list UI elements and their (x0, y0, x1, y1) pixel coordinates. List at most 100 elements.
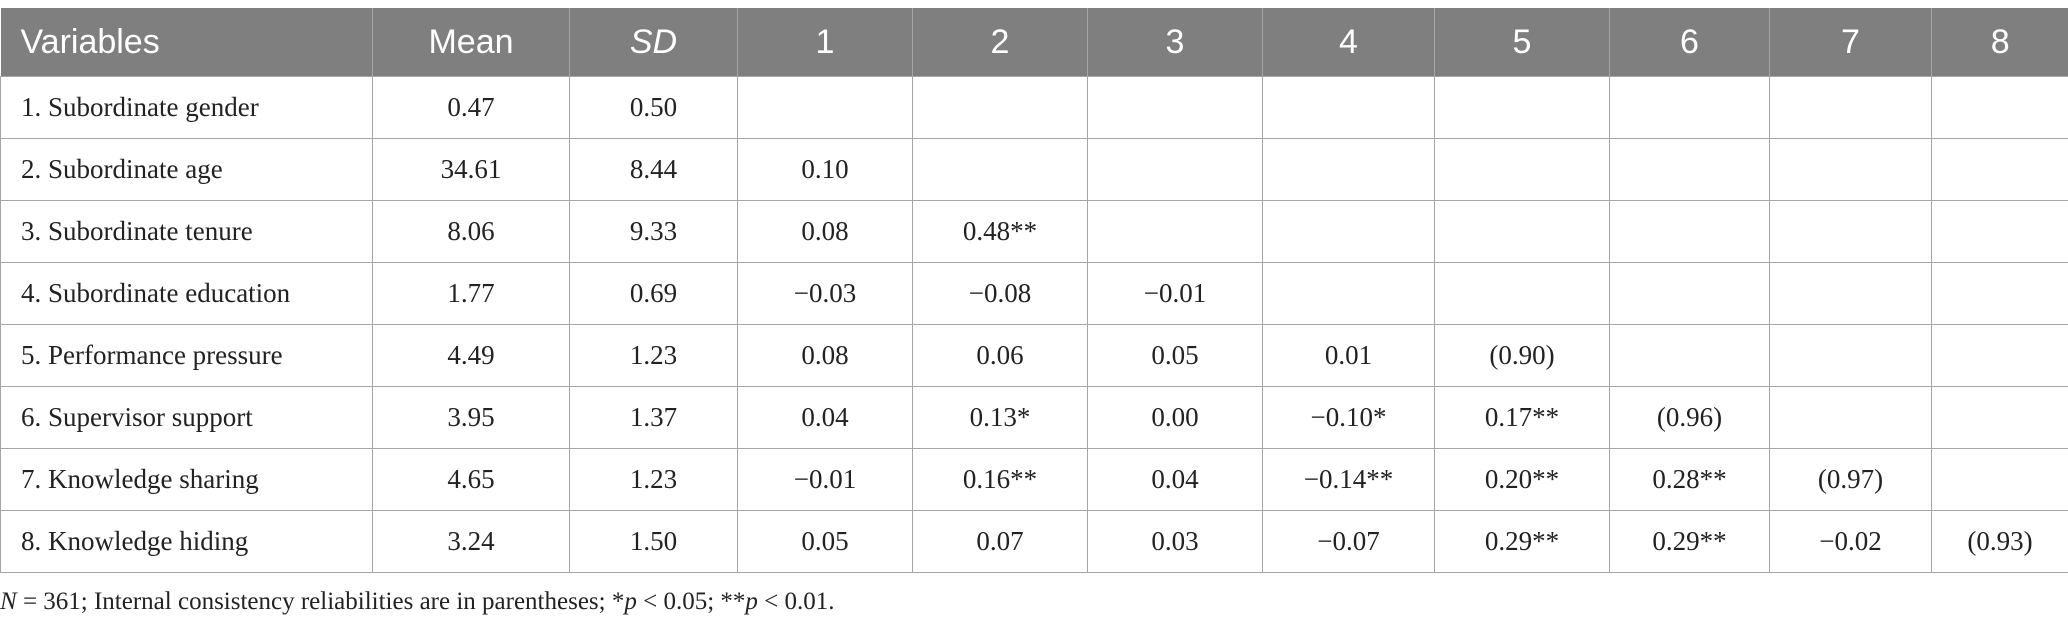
table-cell: 9.33 (569, 200, 738, 263)
correlation-table: Variables Mean SD 1 2 3 4 5 6 7 8 1. Sub… (0, 8, 2068, 573)
header-col-5: 5 (1434, 8, 1610, 77)
variable-label-cell: 6. Supervisor support (0, 386, 373, 449)
table-cell (912, 76, 1088, 139)
table-cell: (0.90) (1434, 324, 1610, 387)
table-cell (1434, 262, 1610, 325)
variable-label-cell: 8. Knowledge hiding (0, 510, 373, 573)
table-cell (1931, 200, 2068, 263)
table-cell (1087, 138, 1263, 201)
table-cell (1769, 76, 1932, 139)
table-row: 8. Knowledge hiding 3.24 1.50 0.05 0.07 0.03−… (0, 510, 2068, 573)
header-sd: SD (569, 8, 738, 77)
table-cell: 0.06 (912, 324, 1088, 387)
table-cell (1931, 386, 2068, 449)
table-header-row: Variables Mean SD 1 2 3 4 5 6 7 8 (0, 8, 2068, 77)
table-cell (1262, 76, 1435, 139)
table-cell (1609, 76, 1770, 139)
table-cell (1769, 386, 1932, 449)
table-row: 7. Knowledge sharing 4.65 1.23 −0.01 0.16** 0… (0, 448, 2068, 511)
variable-label-cell: 3. Subordinate tenure (0, 200, 373, 263)
table-cell: 0.48** (912, 200, 1088, 263)
table-cell: 8.44 (569, 138, 738, 201)
table-cell (1931, 76, 2068, 139)
variable-label-cell: 2. Subordinate age (0, 138, 373, 201)
table-row: 4. Subordinate education 1.77 0.69 −0.03 −0.… (0, 262, 2068, 325)
table-cell: 0.17** (1434, 386, 1610, 449)
table-cell (1262, 138, 1435, 201)
header-mean: Mean (372, 8, 570, 77)
table-cell (1609, 200, 1770, 263)
table-body: 1. Subordinate gender 0.47 0.50 2. Subordin… (0, 76, 2068, 573)
footnote-text-1: = 361; Internal consistency reliabilitie… (16, 588, 625, 615)
header-col-8: 8 (1931, 8, 2068, 77)
table-cell: 0.50 (569, 76, 738, 139)
table-cell (1769, 262, 1932, 325)
table-cell: −0.07 (1262, 510, 1435, 573)
variable-label-cell: 5. Performance pressure (0, 324, 373, 387)
table-cell: 0.13* (912, 386, 1088, 449)
table-cell: 0.20** (1434, 448, 1610, 511)
table-cell: −0.08 (912, 262, 1088, 325)
table-cell: 0.16** (912, 448, 1088, 511)
table-cell: −0.03 (737, 262, 913, 325)
table-cell: −0.14** (1262, 448, 1435, 511)
footnote-n-label: N (0, 588, 17, 615)
table-cell (1769, 200, 1932, 263)
table-cell: 4.49 (372, 324, 570, 387)
table-cell (1262, 200, 1435, 263)
table-cell: 0.08 (737, 324, 913, 387)
table-cell (1087, 76, 1263, 139)
table-cell (1931, 448, 2068, 511)
table-cell: 3.24 (372, 510, 570, 573)
table-cell: 0.03 (1087, 510, 1263, 573)
header-col-3: 3 (1087, 8, 1263, 77)
table-cell (1609, 138, 1770, 201)
table-cell (1931, 138, 2068, 201)
table-cell (1262, 262, 1435, 325)
header-col-6: 6 (1609, 8, 1770, 77)
table-row: 2. Subordinate age 34.61 8.44 0.10 (0, 138, 2068, 201)
table-cell: 0.01 (1262, 324, 1435, 387)
footnote-p1-label: p (624, 588, 637, 615)
table-cell (1609, 262, 1770, 325)
table-cell (912, 138, 1088, 201)
footnote-p2-label: p (745, 588, 758, 615)
table-cell: 3.95 (372, 386, 570, 449)
table-cell: −0.01 (737, 448, 913, 511)
table-cell: 0.07 (912, 510, 1088, 573)
table-cell: 1.23 (569, 324, 738, 387)
table-cell: 0.47 (372, 76, 570, 139)
table-cell: 0.29** (1609, 510, 1770, 573)
table-cell: 1.50 (569, 510, 738, 573)
table-cell: 0.28** (1609, 448, 1770, 511)
table-cell: 34.61 (372, 138, 570, 201)
variable-label-cell: 4. Subordinate education (0, 262, 373, 325)
table-cell: 0.05 (1087, 324, 1263, 387)
footnote-text-2: < 0.05; ** (636, 588, 746, 615)
header-col-2: 2 (912, 8, 1088, 77)
table-row: 1. Subordinate gender 0.47 0.50 (0, 76, 2068, 139)
table-cell (1609, 324, 1770, 387)
variable-label-cell: 7. Knowledge sharing (0, 448, 373, 511)
table-cell: (0.96) (1609, 386, 1770, 449)
header-col-4: 4 (1262, 8, 1435, 77)
table-cell: 0.00 (1087, 386, 1263, 449)
table-cell: 0.04 (1087, 448, 1263, 511)
table-footnote: N = 361; Internal consistency reliabilit… (0, 588, 835, 616)
table-cell: 8.06 (372, 200, 570, 263)
table-cell (1769, 138, 1932, 201)
table-cell (1434, 200, 1610, 263)
table-cell: 4.65 (372, 448, 570, 511)
table-cell: 1.77 (372, 262, 570, 325)
table-cell (1931, 262, 2068, 325)
table-cell (1434, 138, 1610, 201)
table-cell: (0.97) (1769, 448, 1932, 511)
table-row: 3. Subordinate tenure 8.06 9.33 0.08 0.48** (0, 200, 2068, 263)
table-cell: −0.10* (1262, 386, 1435, 449)
table-cell: 0.29** (1434, 510, 1610, 573)
table-cell: 0.04 (737, 386, 913, 449)
table-row: 5. Performance pressure 4.49 1.23 0.08 0.06 0… (0, 324, 2068, 387)
correlation-table-container: Variables Mean SD 1 2 3 4 5 6 7 8 1. Sub… (0, 8, 2068, 573)
table-cell: 0.69 (569, 262, 738, 325)
table-cell: −0.02 (1769, 510, 1932, 573)
